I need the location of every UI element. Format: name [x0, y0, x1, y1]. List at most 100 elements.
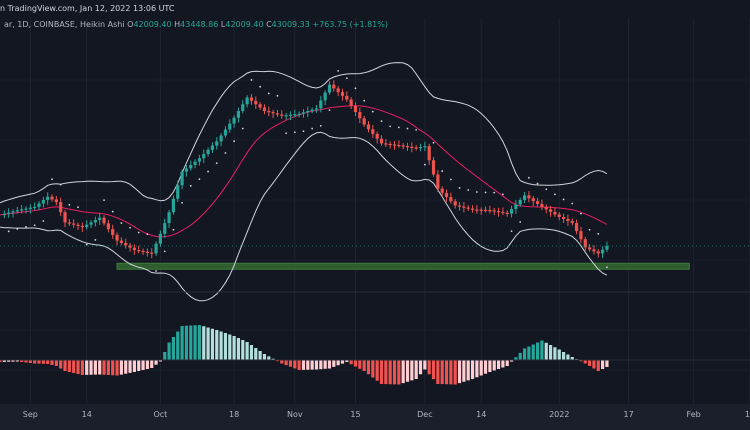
histogram-bar — [392, 360, 397, 385]
time-axis-label: Dec — [417, 410, 432, 419]
histogram-bar — [470, 360, 475, 379]
candle-body — [228, 123, 232, 130]
sar-dot — [458, 187, 461, 189]
histogram-bar — [605, 360, 609, 367]
candle-body — [496, 211, 501, 213]
sar-dot — [241, 127, 244, 130]
histogram-bar — [202, 326, 206, 360]
candle-body — [80, 225, 84, 228]
candle-body — [167, 212, 171, 224]
sar-dot — [545, 188, 548, 191]
candle-body — [176, 185, 180, 199]
sar-dot — [467, 189, 470, 191]
histogram-bar — [583, 360, 587, 364]
candle-body — [336, 88, 340, 93]
close-label: C — [266, 20, 272, 29]
histogram-bar — [37, 360, 41, 364]
high-label: H — [174, 20, 181, 29]
sar-dot — [311, 127, 314, 130]
sar-dot — [103, 199, 105, 202]
histogram-bar — [492, 360, 496, 371]
time-axis[interactable]: Sep 14 Oct 18 Nov 15 Dec 14 2022 17 Feb 14 — [0, 404, 750, 430]
histogram-bar — [232, 336, 236, 360]
sar-dot — [129, 226, 131, 229]
candle-body — [358, 112, 362, 119]
histogram-bar — [67, 360, 71, 372]
histogram-bar — [223, 333, 228, 360]
histogram-bar — [20, 360, 24, 362]
sar-dot — [155, 270, 157, 272]
time-axis-label: 17 — [624, 410, 634, 419]
histogram-bar — [76, 360, 80, 374]
candle-body — [297, 113, 301, 115]
sar-dot — [77, 206, 79, 209]
histogram-bar — [72, 360, 76, 373]
sar-dot — [519, 221, 522, 223]
histogram-bar — [579, 360, 583, 362]
candle-body — [544, 206, 548, 210]
candle-body — [284, 115, 288, 117]
sar-dot — [536, 182, 539, 185]
sar-dot — [51, 178, 53, 181]
sar-dot — [371, 110, 374, 113]
candle-body — [457, 205, 462, 207]
candle-body — [535, 201, 540, 204]
time-axis-label: Nov — [287, 410, 303, 419]
candle-body — [540, 203, 544, 207]
candle-body — [427, 146, 431, 161]
histogram-bar — [85, 360, 89, 375]
histogram-bar — [540, 340, 544, 360]
histogram-bar — [154, 360, 158, 365]
candle-body — [401, 145, 405, 147]
histogram-bar — [98, 360, 102, 375]
histogram-bar — [509, 360, 514, 362]
candle-body — [492, 210, 496, 212]
histogram-bar — [501, 360, 505, 368]
candle-body — [76, 224, 80, 226]
histogram-bar — [427, 360, 431, 375]
candle-body — [171, 198, 176, 213]
candle-body — [54, 199, 58, 203]
candle-body — [488, 210, 492, 212]
histogram-bar — [444, 360, 449, 385]
histogram-bar — [531, 344, 535, 360]
sar-dot — [224, 152, 227, 154]
histogram-bar — [89, 360, 93, 375]
candle-body — [210, 145, 215, 150]
histogram-bar — [115, 360, 119, 376]
candlestick-series — [2, 80, 609, 259]
candle-body — [137, 250, 141, 252]
histogram-bar — [371, 360, 375, 378]
histogram-bar — [436, 360, 440, 384]
histogram-bar — [466, 360, 470, 381]
histogram-bar — [379, 360, 384, 384]
histogram-bar — [145, 360, 149, 369]
histogram-bar — [596, 360, 600, 371]
candle-body — [158, 233, 163, 244]
candle-body — [514, 204, 518, 210]
histogram-bar — [119, 360, 123, 375]
candle-body — [392, 144, 397, 146]
sar-dot — [172, 228, 175, 231]
histogram-bar — [566, 354, 570, 360]
candle-body — [180, 171, 184, 186]
histogram-bar — [453, 360, 457, 385]
histogram-bar — [362, 360, 366, 371]
time-axis-label: 14 — [745, 410, 750, 419]
histogram-bar — [388, 360, 392, 385]
histogram-bar — [171, 337, 176, 360]
candle-body — [596, 251, 600, 254]
time-axis-label: 14 — [82, 410, 92, 419]
candle-body — [553, 211, 557, 215]
sar-dot — [68, 203, 71, 206]
histogram-bar — [11, 360, 15, 362]
sar-dot — [302, 130, 305, 133]
candle-body — [384, 143, 388, 145]
candle-body — [150, 252, 154, 254]
candle-body — [570, 221, 574, 224]
bollinger-lower-band — [0, 131, 608, 302]
histogram-bar — [479, 360, 483, 376]
candle-body — [314, 108, 319, 110]
candle-body — [267, 111, 271, 113]
